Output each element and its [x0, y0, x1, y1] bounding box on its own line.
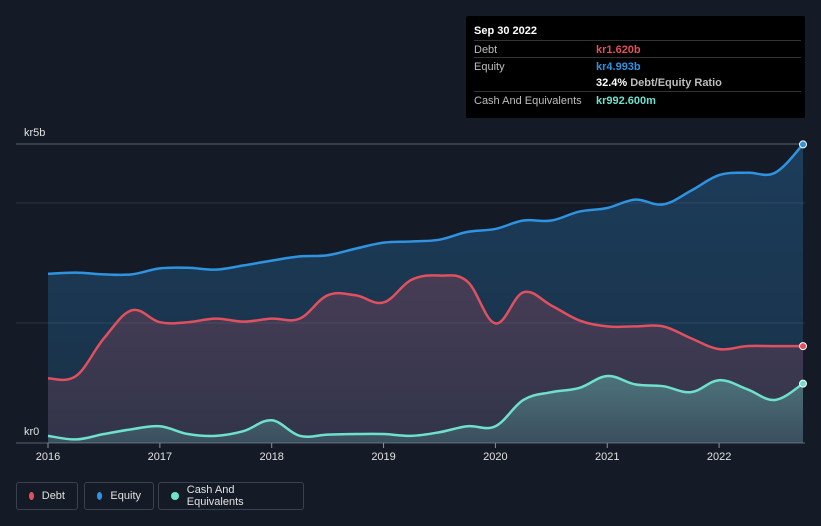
x-tick-label: 2021: [595, 451, 619, 463]
legend-cash-label: Cash And Equivalents: [186, 484, 244, 508]
tooltip-debt-value: kr1.620b: [596, 44, 641, 56]
tooltip-debt-label: Debt: [474, 44, 498, 56]
x-tick-label: 2016: [36, 451, 60, 463]
x-tick-label: 2017: [148, 451, 172, 463]
y-label-top: kr5b: [24, 127, 45, 139]
legend-cash[interactable]: Cash And Equivalents: [158, 482, 304, 510]
tooltip-equity-value: kr4.993b: [596, 61, 641, 73]
x-tick-label: 2020: [483, 451, 507, 463]
legend-debt[interactable]: Debt: [16, 482, 78, 510]
tooltip-row-debt: Debt kr1.620b: [474, 40, 801, 58]
equity-line: [47, 143, 804, 277]
tooltip: Sep 30 2022 Debt kr1.620b Equity kr4.993…: [466, 16, 805, 118]
y-label-bottom: kr0: [24, 426, 39, 438]
tooltip-ratio-label: Debt/Equity Ratio: [630, 77, 722, 89]
cash-line: [47, 374, 804, 441]
x-tick-label: 2019: [371, 451, 395, 463]
debt-dot-icon: [29, 492, 34, 500]
debt-line: [47, 274, 803, 382]
legend-equity-label: Equity: [110, 490, 141, 502]
tooltip-row-ratio: 32.4% Debt/Equity Ratio: [474, 74, 801, 91]
legend-equity[interactable]: Equity: [84, 482, 154, 510]
cash-area: [48, 375, 803, 443]
cash-end-marker: [799, 379, 807, 388]
tooltip-equity-label: Equity: [474, 61, 505, 73]
tooltip-date: Sep 30 2022: [474, 25, 537, 37]
tooltip-cash-value: kr992.600m: [596, 95, 656, 107]
x-tick-label: 2022: [707, 451, 731, 463]
tooltip-cash-label: Cash And Equivalents: [474, 95, 582, 107]
x-tick-label: 2018: [259, 451, 283, 463]
tooltip-row-equity: Equity kr4.993b: [474, 57, 801, 75]
tooltip-ratio: 32.4% Debt/Equity Ratio: [596, 77, 722, 89]
tooltip-row-cash: Cash And Equivalents kr992.600m: [474, 91, 801, 109]
debt-end-marker: [799, 342, 807, 351]
tooltip-ratio-pct: 32.4%: [596, 77, 628, 89]
legend-debt-label: Debt: [41, 490, 65, 502]
equity-dot-icon: [97, 492, 103, 500]
cash-dot-icon: [171, 492, 179, 500]
equity-end-marker: [799, 140, 807, 149]
